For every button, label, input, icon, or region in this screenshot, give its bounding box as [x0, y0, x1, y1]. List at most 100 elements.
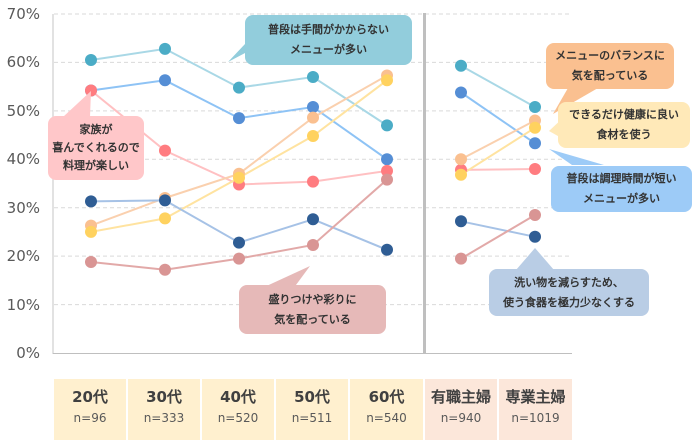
callout-text: 食材を使う	[596, 128, 652, 141]
data-point	[455, 86, 467, 99]
callout-kazoku: 家族が 喜んでくれるので 料理が楽しい	[48, 116, 144, 180]
category-label: 40代	[220, 388, 256, 406]
series-markers	[85, 42, 541, 276]
category-n: n=1019	[511, 411, 560, 425]
callout-kenko: できるだけ健康に良い 食材を使う	[558, 102, 690, 148]
callout-text: 料理が楽しい	[63, 159, 129, 172]
callout-text: 家族が	[79, 123, 113, 136]
category-50s: 50代 n=511	[276, 379, 348, 440]
category-30s: 30代 n=333	[128, 379, 200, 440]
callout-text: できるだけ健康に良い	[569, 108, 679, 121]
y-tick-10: 10%	[6, 296, 40, 314]
callout-text: 普段は手間がかからない	[268, 23, 389, 36]
data-point	[455, 215, 467, 228]
callout-text: 普段は調理時間が短い	[566, 172, 677, 185]
series-line	[460, 168, 536, 171]
category-n: n=96	[73, 411, 107, 425]
data-point	[159, 194, 171, 207]
category-n: n=333	[143, 411, 185, 425]
data-point	[233, 236, 245, 249]
callout-tema: 普段は手間がかからない メニューが多い	[245, 15, 412, 65]
data-point	[233, 252, 245, 265]
y-tick-50: 50%	[6, 102, 40, 120]
data-point	[159, 42, 171, 55]
y-tick-40: 40%	[6, 150, 40, 168]
data-point	[159, 144, 171, 157]
category-label: 有職主婦	[430, 388, 491, 406]
category-n: n=511	[291, 411, 333, 425]
data-point	[85, 84, 97, 97]
category-n: n=940	[440, 411, 482, 425]
data-point	[381, 153, 393, 166]
callout-tail-araimono	[516, 248, 554, 270]
data-point	[307, 101, 319, 113]
callout-balance: メニューのバランスに 気を配っている	[546, 43, 674, 89]
data-point	[529, 163, 541, 175]
callout-araimono: 洗い物を減らすため、 使う食器を極力少なくする	[489, 269, 649, 316]
data-point	[381, 119, 393, 132]
callout-tail-jikan	[549, 149, 604, 165]
data-point	[307, 213, 319, 226]
data-point	[307, 71, 319, 83]
category-label: 60代	[368, 388, 405, 406]
data-point	[455, 59, 467, 72]
callout-jikan: 普段は調理時間が短い メニューが多い	[551, 166, 692, 212]
category-label: 50代	[294, 388, 330, 406]
series-line	[460, 119, 536, 161]
data-point	[455, 153, 467, 166]
category-full-time-homemaker: 専業主婦 n=1019	[499, 379, 572, 440]
data-point	[307, 111, 319, 124]
data-point	[529, 137, 541, 150]
data-point	[307, 130, 319, 142]
category-20s: 20代 n=96	[54, 379, 126, 440]
callout-text: 使う食器を極力少なくする	[503, 295, 635, 309]
data-point	[85, 256, 97, 268]
data-point	[455, 168, 467, 181]
data-point	[233, 171, 245, 184]
data-point	[307, 239, 319, 251]
data-point	[85, 54, 97, 66]
category-n: n=520	[217, 411, 259, 425]
y-tick-60: 60%	[6, 53, 40, 71]
callout-text: 気を配っている	[571, 69, 649, 82]
callout-text: メニューが多い	[290, 43, 367, 56]
callout-moritsuke: 盛りつけや彩りに 気を配っている	[239, 285, 386, 334]
data-point	[529, 209, 541, 221]
data-point	[159, 212, 171, 225]
y-tick-20: 20%	[6, 247, 40, 265]
data-point	[159, 74, 171, 87]
category-40s: 40代 n=520	[202, 379, 274, 440]
callout-text: 盛りつけや彩りに	[268, 292, 357, 306]
callout-text: メニューのバランスに	[555, 49, 665, 62]
y-tick-0: 0%	[16, 344, 40, 362]
category-label: 専業主婦	[505, 388, 566, 406]
data-point	[455, 252, 467, 265]
category-working-homemaker: 有職主婦 n=940	[425, 379, 497, 440]
callout-text: メニューが多い	[583, 192, 660, 205]
data-point	[529, 101, 541, 113]
data-point	[529, 230, 541, 243]
category-60s: 60代 n=540	[350, 379, 423, 440]
series-line	[460, 126, 536, 176]
data-point	[85, 225, 97, 238]
data-point	[159, 263, 171, 276]
data-point	[85, 195, 97, 208]
data-point	[307, 175, 319, 188]
category-n: n=540	[366, 411, 407, 425]
callout-text: 洗い物を減らすため、	[514, 275, 624, 289]
y-tick-30: 30%	[6, 199, 40, 217]
category-label: 20代	[72, 388, 108, 406]
y-tick-70: 70%	[6, 5, 40, 23]
callout-tail-kazoku	[63, 91, 91, 117]
category-label: 30代	[146, 388, 182, 406]
series-line	[460, 220, 536, 238]
callout-tail-moritsuke	[260, 266, 310, 289]
series-line	[460, 64, 536, 108]
data-point	[529, 121, 541, 134]
data-point	[233, 112, 245, 125]
data-point	[381, 173, 393, 186]
series-line	[460, 214, 536, 260]
callout-text: 喜んでくれるので	[52, 141, 140, 154]
data-point	[381, 243, 393, 256]
data-point	[381, 74, 393, 87]
